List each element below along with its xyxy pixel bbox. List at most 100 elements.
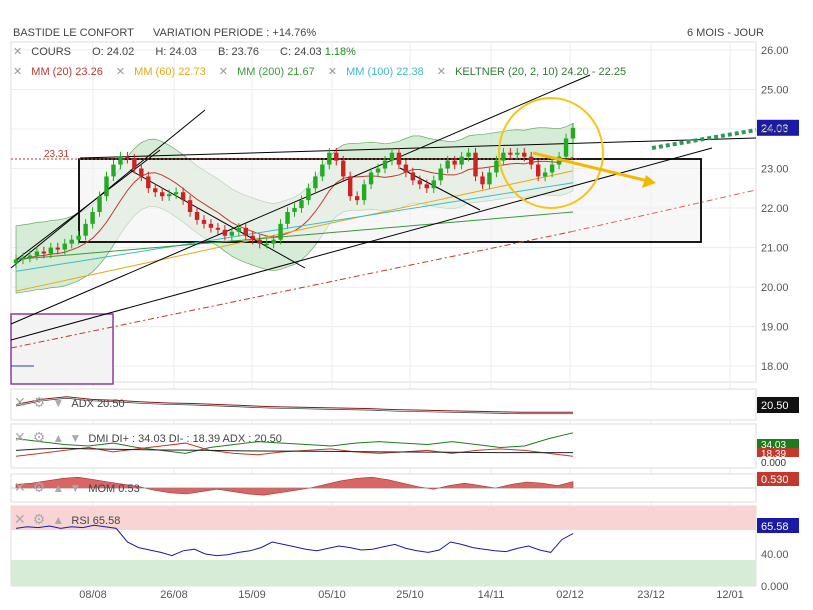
candle-body (125, 156, 130, 159)
candle-body (508, 152, 513, 155)
mm60-label: MM (60) (134, 66, 176, 78)
dmi-label: DMI (88, 433, 109, 445)
candle-body (13, 259, 19, 264)
close-icon[interactable]: ✕ (14, 511, 26, 527)
candle-body (445, 160, 450, 169)
candle-body (542, 172, 548, 177)
trendline (10, 147, 713, 341)
arrow-up-icon[interactable]: ▲ (52, 513, 65, 527)
candle-body (285, 212, 290, 224)
dmi-badge (757, 439, 799, 450)
candle-body (132, 158, 137, 169)
candle-body (243, 227, 248, 236)
y-tick-label: 20.00 (761, 282, 789, 294)
candle-body (229, 231, 235, 236)
close-icon[interactable]: ✕ (14, 479, 26, 495)
hline-label: 23.31 (44, 149, 69, 160)
projection-dots (651, 128, 757, 150)
open-value: O: 24.02 (92, 46, 135, 58)
x-tick-label: 02/12 (556, 589, 584, 601)
candle-body (48, 247, 54, 254)
candle-body (410, 172, 416, 181)
candle-body (515, 152, 520, 155)
gear-icon[interactable]: ⚙ (32, 394, 46, 410)
candle-body (348, 176, 353, 197)
y-tick-label: 19.00 (761, 322, 789, 334)
close-value: C: 24.03 (280, 46, 322, 58)
gear-icon[interactable]: ⚙ (32, 429, 46, 445)
close-icon[interactable]: ✕ (14, 429, 26, 445)
candle-body (424, 184, 429, 189)
arrow-up-icon[interactable]: ▲ (52, 431, 65, 445)
close-icon[interactable]: ✕ (13, 46, 23, 58)
arrow-up-icon[interactable]: ▲ (52, 481, 65, 495)
rsi-overbought-zone (11, 506, 756, 530)
mom-value: 0.53 (118, 483, 140, 495)
candle-body (341, 160, 346, 177)
period-selector[interactable]: 6 MOIS - JOUR (687, 27, 765, 39)
candle-body (375, 168, 381, 173)
candle-body (111, 164, 116, 177)
candle-body (494, 160, 499, 173)
close-icon[interactable]: ✕ (115, 66, 126, 78)
mm200-label: MM (200) (237, 66, 285, 78)
low-value: B: 23.76 (218, 46, 259, 58)
candle-body (361, 184, 367, 201)
candle-body (563, 138, 569, 157)
candle-body (257, 239, 262, 244)
rsi-line (15, 524, 574, 557)
candle-body (278, 223, 283, 240)
candle-body (452, 160, 457, 165)
close-icon[interactable]: ✕ (218, 66, 228, 78)
x-tick-label: 12/01 (716, 589, 744, 601)
candle-body (306, 188, 311, 201)
adx-label: ADX (71, 398, 94, 410)
close-icon[interactable]: ✕ (13, 66, 23, 78)
candle-body (438, 168, 443, 181)
candle-body (396, 152, 402, 165)
adx-line (15, 396, 573, 413)
gear-icon[interactable]: ⚙ (32, 511, 46, 527)
adx-panel: 20.50 (15, 396, 799, 415)
candle-body (194, 212, 200, 220)
close-icon[interactable]: ✕ (14, 394, 26, 410)
arrow-down-icon[interactable]: ▼ (52, 396, 65, 410)
instrument-name: BASTIDE LE CONFORT (13, 27, 134, 39)
candle-body (173, 192, 179, 195)
rsi-badge (757, 518, 799, 533)
candle-body (215, 227, 221, 230)
arrow-down-icon[interactable]: ▼ (69, 481, 82, 495)
candle-body (76, 235, 81, 240)
candle-body (250, 235, 255, 240)
keltner-value: 24.20 - 22.25 (561, 66, 627, 78)
mom-badge-value: 0.530 (761, 474, 789, 486)
candle-body (480, 176, 485, 185)
close-icon[interactable]: ✕ (327, 66, 337, 78)
gear-icon[interactable]: ⚙ (32, 479, 46, 495)
y-tick-label: 26.00 (761, 45, 789, 57)
rsi-legend: ✕ ⚙ ▲ RSI 65.58 (14, 511, 120, 528)
adx-line (15, 397, 573, 415)
candle-body (354, 196, 360, 201)
dmi-badge-value: 18.39 (761, 449, 786, 460)
arrow-down-icon[interactable]: ▼ (69, 431, 82, 445)
candle-body (90, 212, 95, 224)
high-value: H: 24.03 (155, 46, 197, 58)
candle-body (153, 188, 158, 193)
rsi-label: RSI (71, 515, 90, 527)
candle-body (313, 176, 318, 189)
price-axis: 26.00 25.00 24.00 23.00 22.00 21.00 20.00 19.00… (761, 45, 789, 373)
candle-body (417, 180, 423, 185)
y-tick-label: 24.00 (761, 124, 789, 136)
dmi-values: DI+ : 34.03 DI- : 18.39 ADX : 20.50 (111, 433, 282, 445)
mm60-line (15, 170, 574, 292)
close-icon[interactable]: ✕ (436, 66, 446, 78)
mm200-value: 21.67 (287, 66, 315, 78)
rsi-value: 65.58 (92, 515, 121, 527)
dmi-badge-value: 0.000 (761, 458, 786, 469)
candle-body (549, 164, 555, 173)
price-layers: 23.31 24.03 (10, 74, 799, 385)
candle-body (97, 196, 102, 212)
